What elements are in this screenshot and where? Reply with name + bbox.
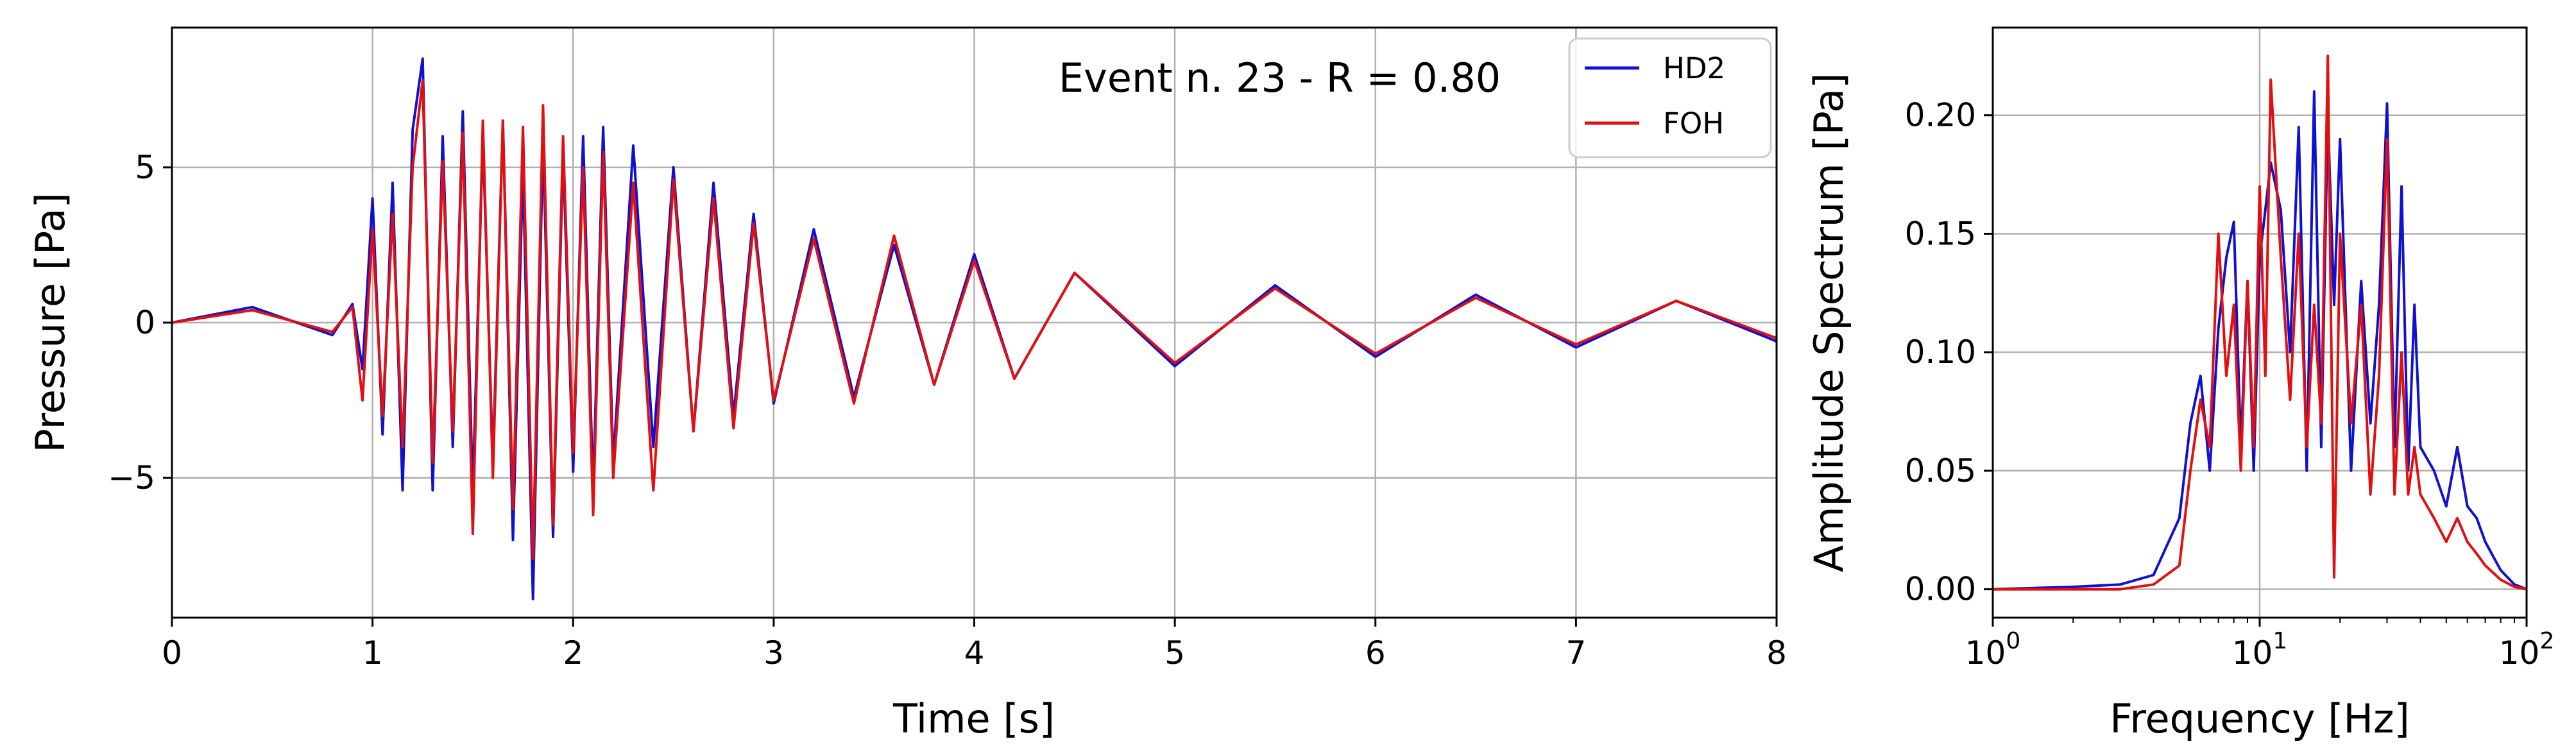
time-xtick-label: 6	[1365, 634, 1386, 672]
spectrum-ytick-label: 0.10	[1905, 334, 1976, 371]
spectrum-y-axis-label: Amplitude Spectrum [Pa]	[1805, 73, 1852, 573]
spectrum-xtick-label: 102	[2499, 628, 2555, 672]
legend-label-foh: FOH	[1663, 106, 1724, 140]
time-xtick-label: 1	[363, 634, 383, 672]
time-xtick-label: 4	[964, 634, 985, 672]
event-annotation: Event n. 23 - R = 0.80	[1059, 55, 1501, 101]
spectrum-xtick-label: 100	[1965, 628, 2021, 672]
time-series-lines	[171, 57, 1777, 600]
time-xtick-label: 2	[563, 634, 583, 672]
spectrum-panel: 100 101 102 0.00 0.05 0.10 0.15 0.20 Frequency …	[1805, 26, 2555, 742]
spectrum-ticks: 100 101 102 0.00 0.05 0.10 0.15 0.20	[1905, 97, 2555, 672]
time-xtick-label: 7	[1565, 634, 1586, 672]
time-series-foh	[171, 79, 1777, 560]
legend-label-hd2: HD2	[1663, 51, 1725, 85]
time-ticks: 0 1 2 3 4 5 6 7 8 −5 0 5	[108, 149, 1787, 672]
time-xtick-label: 8	[1766, 634, 1787, 672]
spectrum-lines	[1992, 55, 2527, 591]
time-xtick-label: 3	[763, 634, 784, 672]
time-ytick-label: 5	[135, 149, 155, 186]
time-y-axis-label: Pressure [Pa]	[27, 192, 74, 452]
time-xtick-label: 0	[162, 634, 182, 672]
spectrum-xtick-label: 101	[2232, 628, 2288, 672]
spectrum-ytick-label: 0.00	[1905, 571, 1976, 608]
time-ytick-label: −5	[108, 459, 155, 496]
time-x-axis-label: Time [s]	[892, 695, 1055, 742]
spectrum-series-hd2	[1992, 90, 2527, 591]
spectrum-series-foh	[1993, 55, 2527, 591]
spectrum-x-axis-label: Frequency [Hz]	[2110, 695, 2410, 742]
spectrum-ytick-label: 0.20	[1905, 97, 1976, 134]
legend: HD2 FOH	[1568, 37, 1772, 158]
time-series-panel: 0 1 2 3 4 5 6 7 8 −5 0 5 Event n. 23 - R = 0.80 HD2…	[27, 26, 1787, 742]
time-ytick-label: 0	[135, 304, 155, 341]
spectrum-ytick-label: 0.15	[1905, 215, 1976, 252]
time-xtick-label: 5	[1164, 634, 1185, 672]
spectrum-ytick-label: 0.05	[1905, 452, 1976, 489]
